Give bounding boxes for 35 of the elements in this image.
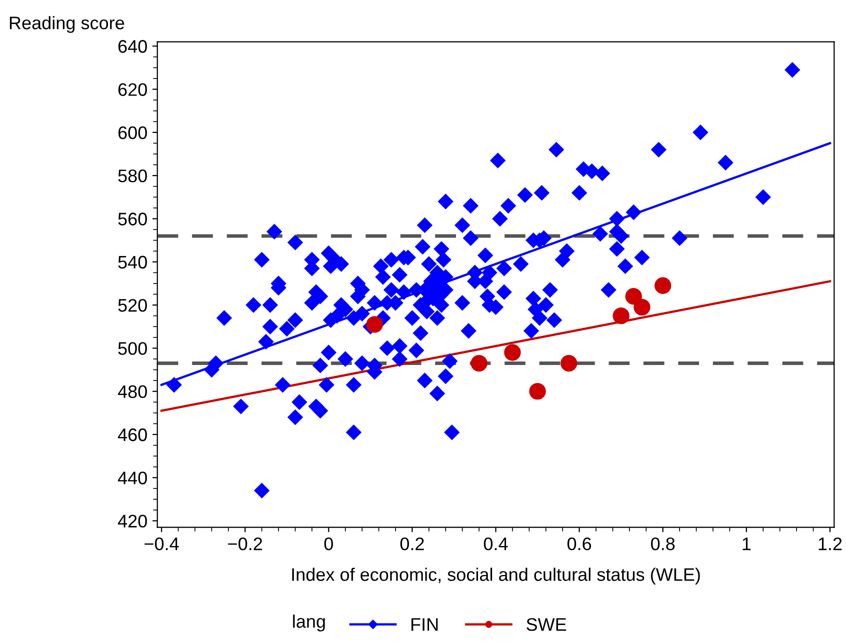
x-tick-label: 0.4 (484, 537, 508, 550)
x-tick-label: −0.4 (144, 537, 179, 550)
y-tick-label: 640 (118, 40, 147, 53)
legend-title: lang (293, 614, 325, 632)
y-tick-label: 440 (118, 472, 147, 484)
point (625, 288, 642, 305)
y-tick-label: 560 (118, 212, 147, 226)
point (470, 354, 488, 372)
point (634, 298, 650, 316)
x-axis-title: Index of economic, social and cultural status (WLE) (292, 568, 700, 585)
y-tick-label: 580 (118, 170, 147, 182)
point (366, 316, 383, 333)
y-tick-label: 600 (118, 126, 147, 140)
point (560, 354, 578, 372)
y-tick-label: 520 (118, 298, 147, 312)
point (612, 307, 630, 324)
x-tick-label: 0 (324, 537, 333, 550)
x-tick-label: −0.2 (228, 537, 262, 550)
y-tick-label: 620 (118, 83, 147, 96)
x-tick-label: 0.6 (567, 537, 592, 550)
y-tick-label: 480 (118, 385, 147, 398)
legend-label: SWE (526, 618, 566, 631)
x-tick-label: 0.8 (651, 537, 675, 550)
y-tick-label: 540 (118, 256, 147, 269)
y-tick-label: 460 (118, 428, 147, 442)
y-tick-label: 500 (118, 342, 147, 355)
point (529, 382, 546, 400)
x-tick-label: 1.2 (818, 537, 842, 550)
y-tick-label: 420 (118, 514, 147, 528)
x-tick-label: 1 (742, 538, 751, 550)
point (654, 277, 672, 294)
y-axis-title: Reading score (10, 16, 124, 33)
legend-label: FIN (411, 618, 438, 631)
x-tick-label: 0.2 (400, 537, 424, 550)
point (504, 344, 521, 361)
